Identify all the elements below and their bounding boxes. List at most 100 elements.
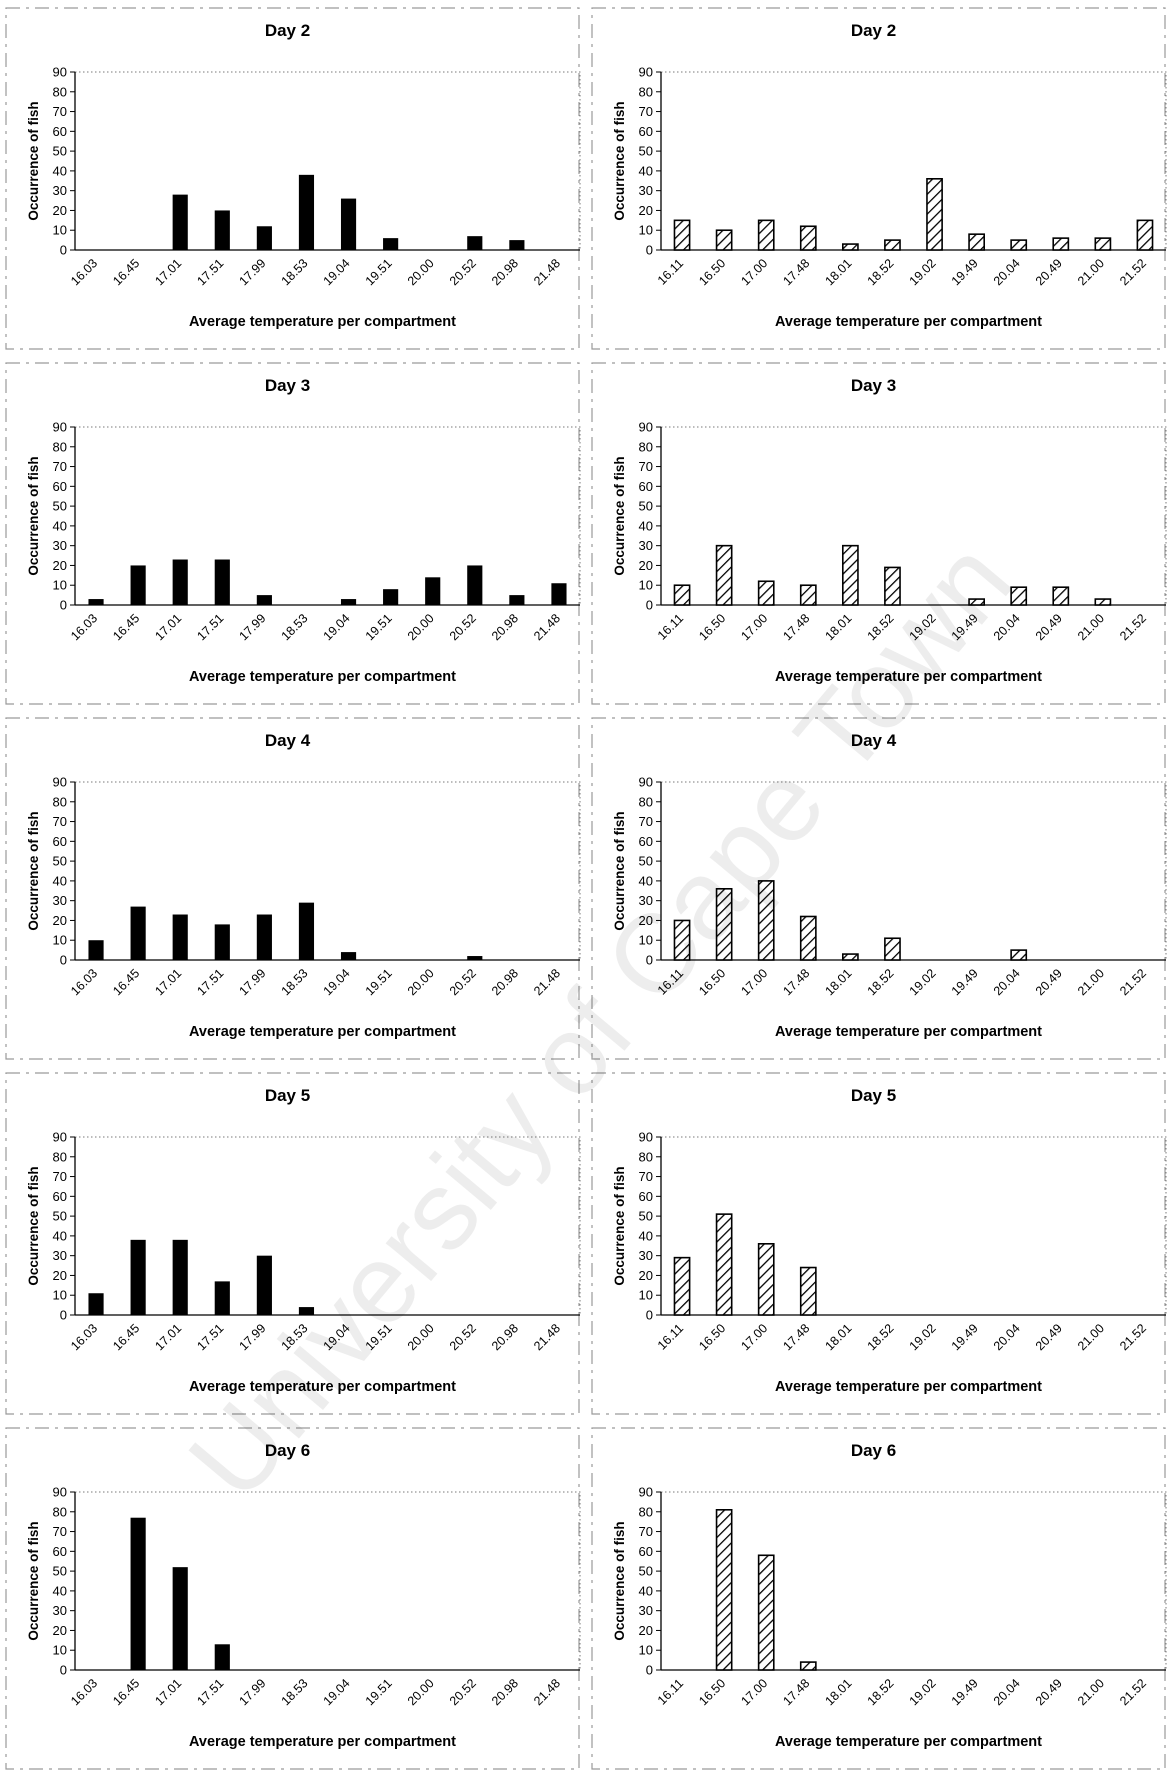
x-tick-label: 17.51: [194, 966, 226, 998]
plot-area: [660, 426, 1167, 606]
y-tick-label: 90: [53, 775, 67, 790]
y-tick-label: 90: [53, 65, 67, 80]
x-tick-label: 18.53: [279, 1321, 311, 1353]
chart-title: Day 2: [265, 21, 310, 40]
bar: [88, 940, 104, 960]
x-tick-label: 18.53: [279, 611, 311, 643]
plot-area: [74, 71, 581, 251]
chart-svg: Day 2 0 10 20 30 40 50 60 70 80 90 16.03 16.45 17.01 1…: [5, 7, 581, 350]
y-axis-label: Occurrence of fish: [612, 1166, 627, 1285]
x-tick-label: 19.51: [363, 1321, 395, 1353]
x-tick-label: 20.04: [991, 1321, 1023, 1353]
x-tick-label: 16.50: [696, 1676, 728, 1708]
x-axis-label: Average temperature per compartment: [775, 1734, 1042, 1750]
bar: [757, 1243, 775, 1316]
x-tick-label: 20.00: [405, 611, 437, 643]
x-tick-label: 17.99: [236, 966, 268, 998]
bar: [172, 1239, 188, 1315]
bar: [715, 544, 733, 606]
bar: [509, 240, 525, 250]
x-tick-label: 20.00: [405, 966, 437, 998]
bar: [841, 953, 859, 961]
bar: [425, 577, 441, 605]
x-tick-label: 19.51: [363, 1676, 395, 1708]
bar: [757, 580, 775, 606]
x-tick-label: 20.49: [1033, 256, 1065, 288]
x-tick-label: 19.51: [363, 611, 395, 643]
x-tick-label: 21.48: [531, 1676, 563, 1708]
bar: [298, 1307, 315, 1315]
y-tick-label: 70: [639, 1524, 653, 1539]
y-tick-label: 30: [639, 893, 653, 908]
x-tick-label: 16.50: [696, 256, 728, 288]
x-axis-label: Average temperature per compartment: [775, 1024, 1042, 1040]
y-tick-label: 30: [639, 183, 653, 198]
y-tick-label: 40: [53, 1583, 67, 1598]
chart-svg: Day 3 0 10 20 30 40 50 60 70 80 90 16.11 16.50 17.00 1…: [591, 362, 1167, 705]
bar: [841, 243, 859, 251]
x-tick-label: 20.00: [405, 1321, 437, 1353]
bar: [509, 595, 525, 605]
x-tick-label: 19.04: [321, 1676, 353, 1708]
x-tick-label: 21.52: [1117, 611, 1149, 643]
x-tick-label: 17.48: [780, 611, 812, 643]
plot-area: [660, 1136, 1167, 1316]
x-tick-label: 16.50: [696, 1321, 728, 1353]
y-axis-label: Occurrence of fish: [612, 811, 627, 930]
bar: [340, 599, 357, 605]
y-tick-label: 10: [639, 223, 653, 238]
y-tick-label: 90: [639, 1485, 653, 1500]
chart-title: Day 3: [265, 376, 310, 395]
y-tick-label: 90: [639, 775, 653, 790]
panel-border: [5, 1427, 580, 1770]
y-tick-label: 80: [53, 84, 67, 99]
x-tick-label: 18.52: [865, 966, 897, 998]
y-tick-label: 20: [639, 558, 653, 573]
y-tick-label: 30: [53, 538, 67, 553]
x-tick-label: 19.49: [949, 1321, 981, 1353]
x-tick-label: 19.49: [949, 611, 981, 643]
bar: [130, 906, 146, 960]
plot-area: [74, 781, 581, 961]
x-tick-label: 18.53: [279, 256, 311, 288]
y-tick-label: 0: [646, 598, 653, 613]
y-tick-label: 0: [646, 953, 653, 968]
y-tick-label: 80: [639, 84, 653, 99]
y-tick-label: 80: [53, 1504, 67, 1519]
bar: [256, 595, 272, 605]
chart-title: Day 2: [851, 21, 896, 40]
bar: [214, 1281, 230, 1315]
x-tick-label: 21.00: [1075, 966, 1107, 998]
x-tick-label: 18.53: [279, 1676, 311, 1708]
y-tick-label: 80: [639, 1504, 653, 1519]
bar: [715, 229, 733, 251]
chart-title: Day 4: [851, 731, 897, 750]
x-tick-label: 20.49: [1033, 1676, 1065, 1708]
x-axis-label: Average temperature per compartment: [775, 669, 1042, 685]
y-tick-label: 20: [639, 1268, 653, 1283]
x-tick-label: 19.49: [949, 256, 981, 288]
y-tick-label: 0: [646, 243, 653, 258]
y-tick-label: 10: [53, 1288, 67, 1303]
y-tick-label: 50: [53, 499, 67, 514]
y-tick-label: 70: [639, 814, 653, 829]
x-tick-label: 21.00: [1075, 1321, 1107, 1353]
y-tick-label: 40: [53, 518, 67, 533]
x-tick-label: 18.01: [822, 256, 854, 288]
chart-panel-5: Day 4 0 10 20 30 40 50 60 70 80 90 16.03 16.45 17.01 1…: [0, 710, 585, 1065]
y-tick-label: 90: [639, 1130, 653, 1145]
chart-title: Day 4: [265, 731, 311, 750]
y-tick-label: 30: [639, 538, 653, 553]
chart-title: Day 5: [851, 1086, 896, 1105]
x-tick-label: 18.01: [822, 966, 854, 998]
bar: [1094, 598, 1112, 606]
x-tick-label: 19.04: [321, 611, 353, 643]
x-tick-label: 19.02: [907, 1321, 939, 1353]
y-tick-label: 10: [639, 1643, 653, 1658]
y-axis-label: Occurrence of fish: [26, 1166, 41, 1285]
x-tick-label: 20.98: [489, 256, 521, 288]
y-tick-label: 60: [639, 834, 653, 849]
bar: [256, 914, 272, 960]
bar: [1010, 586, 1028, 606]
